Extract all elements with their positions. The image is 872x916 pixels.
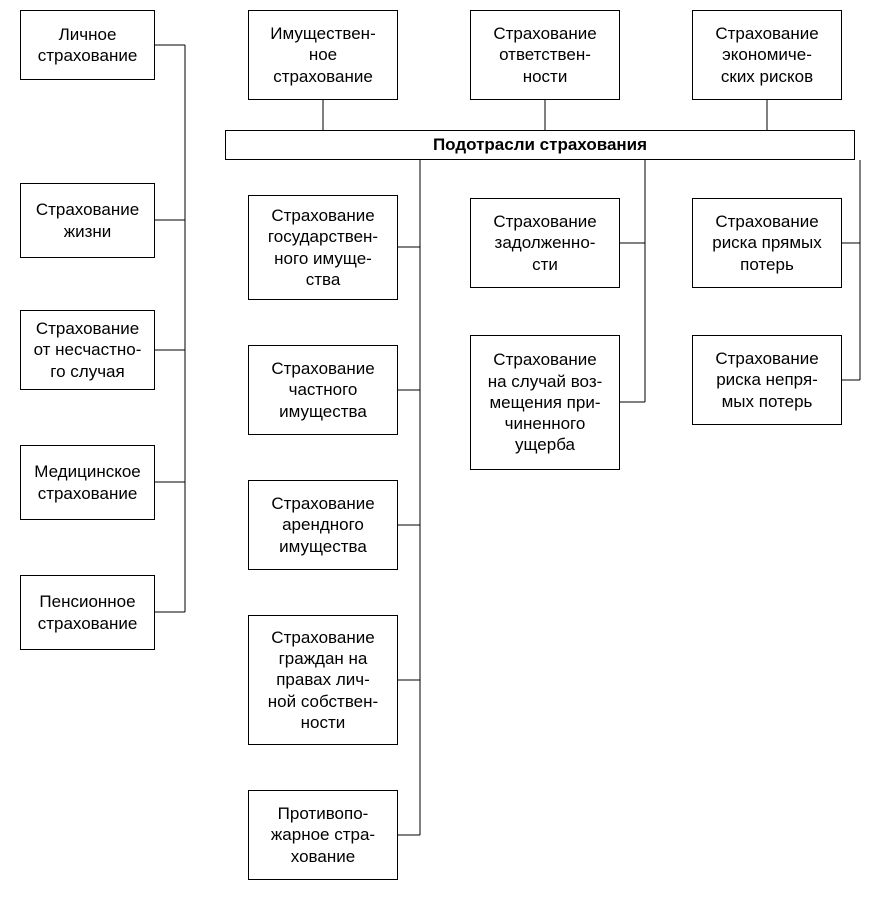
node-top-liability: Страхованиеответствен-ности [470,10,620,100]
node-economic-direct: Страхованиериска прямыхпотерь [692,198,842,288]
label: Имуществен-ноестрахование [270,23,375,87]
label: Страхованиериска непря-мых потерь [715,348,818,412]
label: Страхованиегосударствен-ного имуще-ства [268,205,378,290]
node-personal-accident: Страхованиеот несчастно-го случая [20,310,155,390]
node-property-private: Страхованиечастногоимущества [248,345,398,435]
label: Страхованиезадолженно-сти [493,211,596,275]
node-property-state: Страхованиегосударствен-ного имуще-ства [248,195,398,300]
node-property-citizens: Страхованиеграждан направах лич-ной собс… [248,615,398,745]
node-personal-pension: Пенсионноестрахование [20,575,155,650]
node-property-fire: Противопо-жарное стра-хование [248,790,398,880]
label: Страхованиеэкономиче-ских рисков [715,23,818,87]
node-liability-damage: Страхованиена случай воз-мещения при-чин… [470,335,620,470]
label: Страхованиериска прямыхпотерь [712,211,822,275]
label: Противопо-жарное стра-хование [271,803,375,867]
node-personal-life: Страхованиежизни [20,183,155,258]
label: Страхованиеарендногоимущества [271,493,374,557]
node-top-economic: Страхованиеэкономиче-ских рисков [692,10,842,100]
label: Страхованиеграждан направах лич-ной собс… [268,627,378,733]
label: Страхованиежизни [36,199,139,242]
header-subbranches: Подотрасли страхования [225,130,855,160]
diagram-canvas: Подотрасли страхования Личноестрахование… [0,0,872,916]
node-personal-medical: Медицинскоестрахование [20,445,155,520]
node-property-rent: Страхованиеарендногоимущества [248,480,398,570]
label: Страхованиеот несчастно-го случая [34,318,142,382]
label: Личноестрахование [38,24,138,67]
node-liability-debt: Страхованиезадолженно-сти [470,198,620,288]
node-economic-indirect: Страхованиериска непря-мых потерь [692,335,842,425]
header-label: Подотрасли страхования [433,135,647,155]
node-top-personal: Личноестрахование [20,10,155,80]
label: Медицинскоестрахование [34,461,141,504]
node-top-property: Имуществен-ноестрахование [248,10,398,100]
label: Страхованиеответствен-ности [493,23,596,87]
label: Страхованиена случай воз-мещения при-чин… [488,349,603,455]
label: Страхованиечастногоимущества [271,358,374,422]
label: Пенсионноестрахование [38,591,138,634]
